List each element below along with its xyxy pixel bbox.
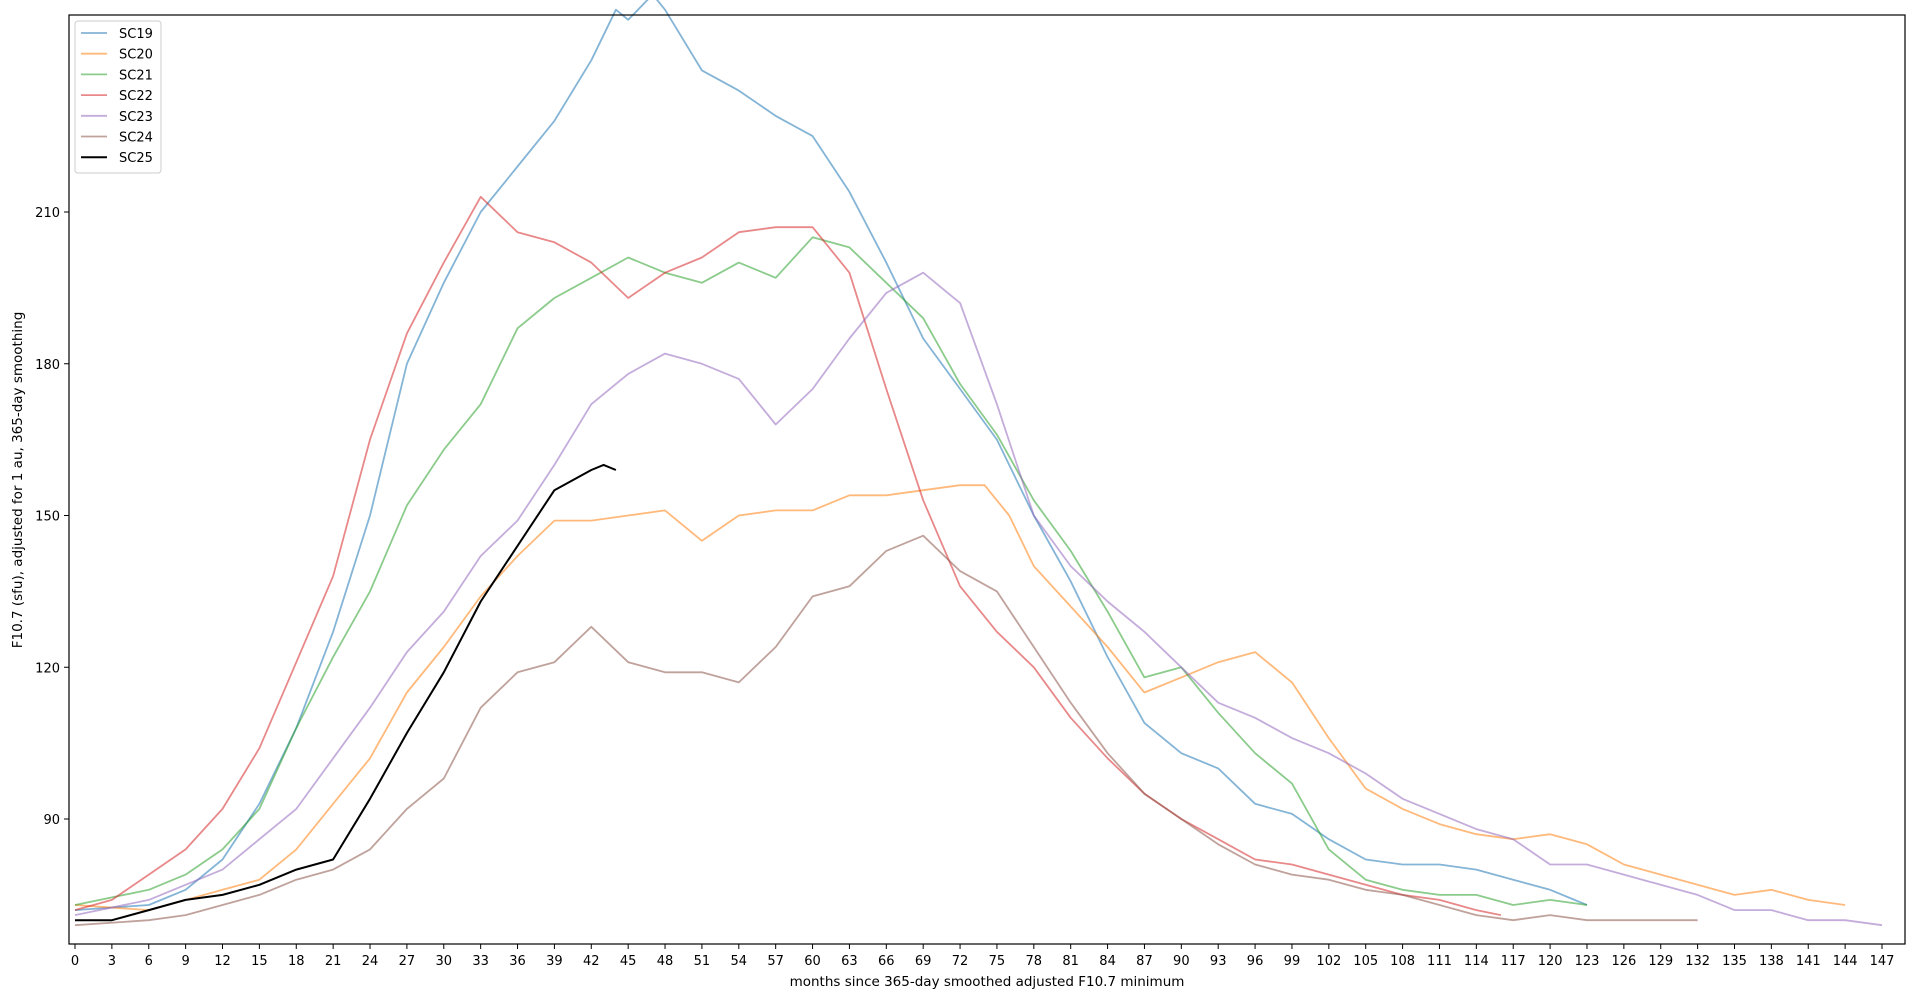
legend-label-sc19: SC19 [119,27,153,42]
x-tick-label: 81 [1062,954,1079,969]
x-tick-label: 111 [1427,954,1452,969]
x-tick-label: 135 [1722,954,1747,969]
legend-label-sc24: SC24 [119,131,153,146]
x-tick-label: 45 [620,954,637,969]
x-tick-label: 117 [1501,954,1526,969]
series-line-sc25 [75,463,617,922]
x-tick-label: 36 [509,954,526,969]
series-line-sc21 [74,236,1588,906]
x-tick-label: 27 [399,954,416,969]
series-line-sc20 [74,484,1846,911]
x-tick-label: 102 [1316,954,1341,969]
legend-label-sc23: SC23 [119,110,153,125]
y-axis-label: F10.7 (sfu), adjusted for 1 au, 365-day … [10,312,26,649]
x-tick-label: 51 [694,954,711,969]
x-tick-label: 105 [1353,954,1378,969]
x-tick-label: 6 [145,954,153,969]
x-tick-label: 120 [1538,954,1563,969]
x-tick-label: 42 [583,954,600,969]
x-tick-label: 144 [1833,954,1858,969]
x-tick-label: 108 [1390,954,1415,969]
x-tick-label: 12 [214,954,231,969]
x-tick-label: 78 [1026,954,1043,969]
x-tick-label: 75 [989,954,1006,969]
y-tick-label: 120 [35,661,60,676]
x-tick-label: 126 [1611,954,1636,969]
x-tick-label: 9 [181,954,189,969]
x-tick-label: 84 [1099,954,1116,969]
x-tick-label: 15 [251,954,268,969]
series-line-sc23 [74,271,1883,927]
series-line-sc22 [74,195,1502,916]
legend-label-sc21: SC21 [119,68,153,83]
x-tick-label: 87 [1136,954,1153,969]
x-tick-label: 33 [472,954,489,969]
x-tick-label: 60 [804,954,821,969]
series-line-sc24 [74,534,1698,927]
x-tick-label: 114 [1464,954,1489,969]
plot-frame [68,14,1906,945]
x-tick-label: 138 [1759,954,1784,969]
x-tick-label: 123 [1575,954,1600,969]
x-tick-label: 141 [1796,954,1821,969]
y-tick-label: 180 [35,358,60,373]
x-tick-label: 63 [841,954,858,969]
x-tick-label: 18 [288,954,305,969]
x-tick-label: 66 [878,954,895,969]
x-tick-label: 93 [1210,954,1227,969]
x-tick-label: 90 [1173,954,1190,969]
series-line-sc19 [74,0,1588,911]
x-tick-label: 30 [436,954,453,969]
x-axis-label: months since 365-day smoothed adjusted F… [790,974,1185,990]
x-tick-label: 96 [1247,954,1264,969]
x-axis-ticks: 0 3 6 9 12 15 18 21 24 27 30 33 36 39 42 45 48 51 54 57 60 63… [71,944,1895,969]
x-tick-label: 132 [1685,954,1710,969]
legend-label-sc22: SC22 [119,89,153,104]
y-tick-label: 210 [35,206,60,221]
x-tick-label: 0 [71,954,79,969]
x-tick-label: 21 [325,954,342,969]
y-tick-label: 150 [35,510,60,525]
x-tick-label: 69 [915,954,932,969]
series-layer [74,0,1883,927]
x-tick-label: 99 [1284,954,1301,969]
x-tick-label: 147 [1870,954,1895,969]
x-tick-label: 24 [362,954,379,969]
legend-box [74,20,162,174]
y-tick-label: 90 [43,813,60,828]
x-tick-label: 129 [1648,954,1673,969]
y-axis-ticks: 90 120 150 180 210 [35,206,69,828]
x-tick-label: 48 [657,954,674,969]
x-tick-label: 3 [108,954,116,969]
x-tick-label: 57 [767,954,784,969]
x-tick-label: 54 [731,954,748,969]
legend-label-sc25: SC25 [119,151,153,166]
legend-label-sc20: SC20 [119,48,153,63]
x-tick-label: 39 [546,954,563,969]
legend: SC19 SC20 SC21 SC22 SC23 SC24 SC25 [74,20,162,174]
x-tick-label: 72 [952,954,969,969]
